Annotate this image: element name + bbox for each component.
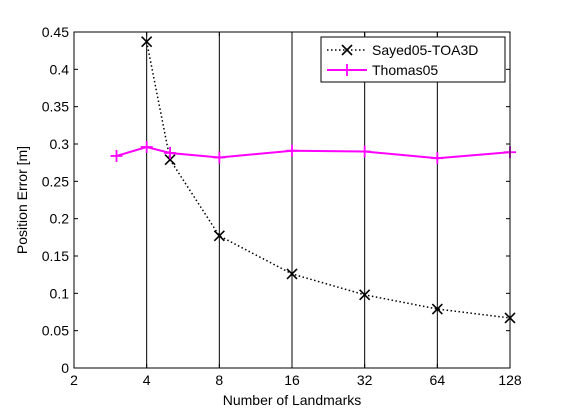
y-tick-label: 0.3 [50,136,70,152]
y-tick-label: 0.4 [50,61,70,77]
x-tick-label: 128 [498,372,522,388]
data-point [164,146,177,159]
x-axis-title: Number of Landmarks [223,392,362,408]
x-tick-label: 16 [284,372,300,388]
data-point [359,289,371,301]
y-tick-label: 0.2 [50,211,70,227]
data-point [110,149,123,162]
y-tick-label: 0.35 [42,99,69,115]
legend-marker [341,44,353,56]
series-line [116,145,511,160]
legend-label: Sayed05-TOA3D [372,42,478,58]
x-tick-label: 64 [430,372,446,388]
x-tick-label: 4 [143,372,151,388]
data-point [213,151,226,164]
x-tick-label: 32 [357,372,373,388]
data-point [358,145,371,158]
data-point [286,144,298,157]
y-tick-label: 0 [61,360,69,376]
x-tick-label: 2 [70,372,78,388]
y-tick-label: 0.1 [50,285,70,301]
data-point [431,152,444,165]
x-tick-label: 8 [215,372,223,388]
legend: Sayed05-TOA3D Thomas05 [320,36,506,83]
series-0 [141,36,516,324]
data-point [213,230,225,242]
y-tick-label: 0.45 [42,24,69,40]
legend-label: Thomas05 [372,62,438,78]
legend-item: Thomas05 [327,62,438,78]
data-point [141,36,153,48]
legend-item: Sayed05-TOA3D [327,42,478,58]
data-point [286,268,298,280]
data-point [431,303,443,315]
data-point [140,140,153,153]
legend-marker [341,64,353,76]
y-tick-label: 0.05 [42,323,69,339]
series-1 [110,140,516,165]
legend-box [320,36,506,83]
series-line [145,41,511,319]
y-axis-title: Position Error [m] [14,146,30,254]
y-tick-label: 0.15 [42,248,69,264]
y-tick-label: 0.25 [42,173,69,189]
data-point [164,154,176,166]
